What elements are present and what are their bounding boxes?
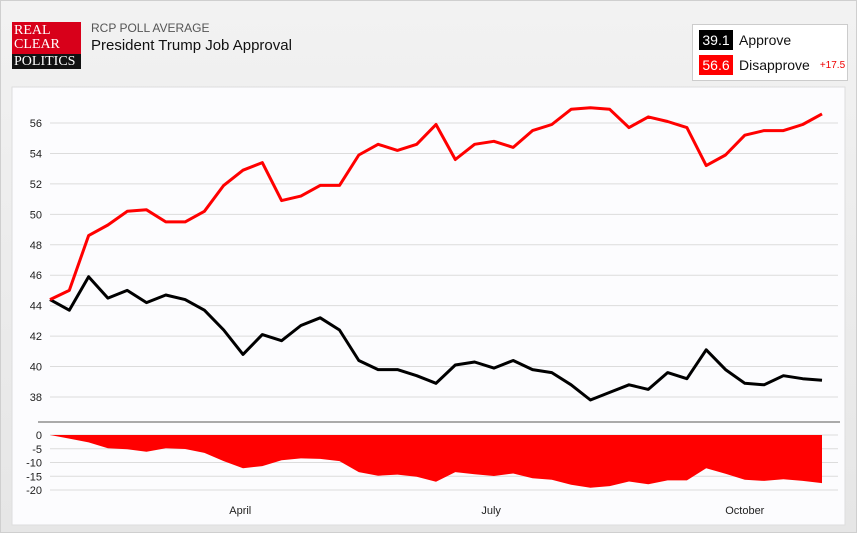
- spread-tick-label: -10: [26, 458, 42, 470]
- y-tick-label: 48: [30, 240, 42, 252]
- spread-tick-label: -20: [26, 485, 42, 497]
- y-tick-label: 52: [30, 179, 42, 191]
- disapprove-label: Disapprove: [739, 57, 810, 73]
- spread-tick-label: -5: [32, 444, 42, 456]
- rcp-logo[interactable]: REAL CLEAR POLITICS: [12, 22, 81, 69]
- y-tick-label: 44: [30, 301, 42, 313]
- y-tick-label: 50: [30, 209, 42, 221]
- y-tick-label: 42: [30, 331, 42, 343]
- legend: 39.1 Approve 56.6 Disapprove +17.5: [692, 24, 848, 81]
- approve-label: Approve: [739, 32, 792, 48]
- x-tick-label: April: [229, 505, 251, 517]
- spread-tick-label: -15: [26, 471, 42, 483]
- logo-text: REAL: [14, 23, 51, 38]
- y-tick-label: 54: [30, 148, 42, 160]
- series-line-disapprove: [49, 106, 823, 301]
- y-tick-label: 46: [30, 270, 42, 282]
- legend-approve: 39.1 Approve: [699, 30, 791, 50]
- y-tick-label: 38: [30, 392, 42, 404]
- series-line-approve: [49, 275, 823, 402]
- x-tick-label: October: [725, 505, 764, 517]
- approve-value: 39.1: [699, 30, 733, 50]
- y-tick-label: 56: [30, 118, 42, 130]
- spread-area: [50, 435, 822, 488]
- spread-value: +17.5: [819, 59, 846, 71]
- legend-disapprove: 56.6 Disapprove +17.5: [699, 55, 845, 75]
- kicker: RCP POLL AVERAGE: [91, 21, 210, 35]
- spread-tick-label: 0: [36, 430, 42, 442]
- y-tick-label: 40: [30, 362, 42, 374]
- disapprove-value: 56.6: [699, 55, 733, 75]
- x-tick-label: July: [481, 505, 501, 517]
- logo-text: POLITICS: [12, 54, 81, 69]
- logo-text: CLEAR: [14, 37, 60, 52]
- page-title: President Trump Job Approval: [91, 37, 292, 54]
